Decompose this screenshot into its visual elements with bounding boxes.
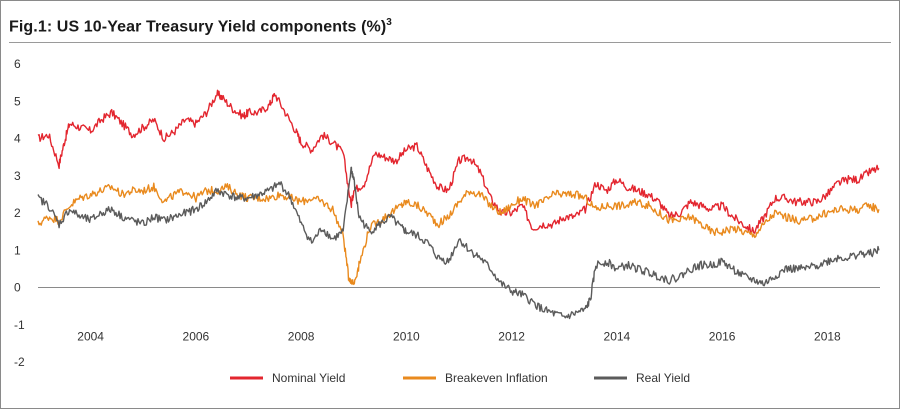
y-tick-label: 0 — [14, 281, 21, 295]
chart-title-text: Fig.1: US 10-Year Treasury Yield compone… — [9, 18, 387, 36]
x-tick-label: 2016 — [709, 330, 736, 344]
series-line-nominal-yield — [37, 89, 880, 234]
x-tick-label: 2012 — [498, 330, 525, 344]
y-tick-label: 2 — [14, 206, 21, 220]
y-tick-label: 4 — [14, 132, 21, 146]
y-tick-label: 5 — [14, 94, 21, 108]
series-line-real-yield — [37, 166, 880, 320]
title-divider — [9, 42, 891, 43]
y-tick-label: -2 — [14, 355, 25, 369]
y-tick-label: 6 — [14, 57, 21, 71]
x-tick-label: 2004 — [77, 330, 104, 344]
x-tick-label: 2010 — [393, 330, 420, 344]
x-tick-label: 2018 — [814, 330, 841, 344]
x-tick-label: 2014 — [604, 330, 631, 344]
legend-label-breakeven-inflation: Breakeven Inflation — [445, 371, 548, 385]
x-tick-label: 2006 — [183, 330, 210, 344]
y-tick-label: 1 — [14, 243, 21, 257]
chart-title: Fig.1: US 10-Year Treasury Yield compone… — [9, 17, 392, 36]
y-tick-label: 3 — [14, 169, 21, 183]
x-tick-label: 2008 — [288, 330, 315, 344]
legend-label-real-yield: Real Yield — [636, 371, 690, 385]
series-line-breakeven-inflation — [37, 182, 880, 286]
chart-title-footnote: 3 — [386, 17, 392, 28]
y-tick-label: -1 — [14, 318, 25, 332]
legend-label-nominal-yield: Nominal Yield — [272, 371, 345, 385]
